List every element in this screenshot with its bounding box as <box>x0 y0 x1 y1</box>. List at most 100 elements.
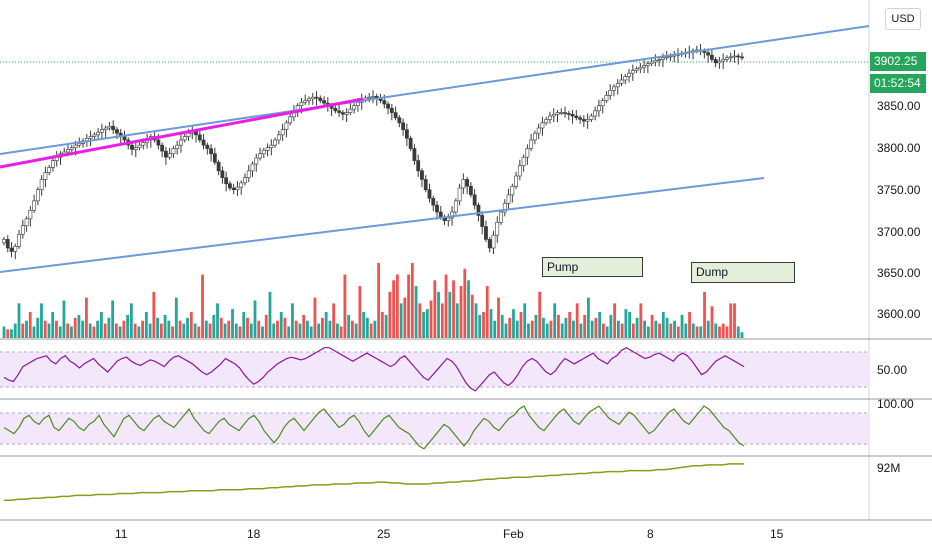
candle-body <box>465 179 470 187</box>
volume-bar <box>17 303 21 338</box>
volume-bar <box>178 320 182 338</box>
volume-bar <box>276 320 279 338</box>
volume-bar <box>452 280 455 338</box>
price-label-3650: 3650.00 <box>877 266 921 280</box>
candle-body <box>401 122 406 131</box>
candle-body <box>721 59 726 62</box>
lower-channel-line[interactable] <box>0 177 765 273</box>
volume-bar <box>380 312 384 338</box>
volume-bar <box>418 303 422 338</box>
candle-body <box>17 233 21 247</box>
rsi-axis-label: 50.00 <box>877 363 907 377</box>
volume-bar <box>377 263 381 338</box>
volume-bar <box>395 274 399 338</box>
volume-bar <box>85 297 88 338</box>
volume-bar <box>58 326 62 338</box>
volume-bar <box>204 320 208 338</box>
candle-body <box>303 100 308 103</box>
candle-body <box>224 177 229 185</box>
candle-body <box>529 139 534 149</box>
volume-bar <box>291 303 294 338</box>
candle-body <box>299 101 304 107</box>
volume-bar <box>10 329 13 338</box>
dump-annotation[interactable]: Dump <box>691 262 795 283</box>
candle-body <box>39 179 44 191</box>
volume-bar <box>725 326 729 338</box>
volume-bar <box>47 323 51 338</box>
volume-bar <box>133 323 137 338</box>
volume-bar <box>482 312 485 338</box>
volume-bar <box>354 323 358 338</box>
candle-body <box>235 186 240 191</box>
volume-bar <box>658 323 661 338</box>
volume-bar <box>736 326 740 338</box>
volume-bar <box>81 320 85 338</box>
candle-body <box>736 55 741 58</box>
vol-axis-label: 92M <box>877 461 900 475</box>
candle-body <box>397 117 402 124</box>
candle-body <box>431 197 436 206</box>
volume-bar <box>635 317 639 338</box>
volume-bar <box>680 314 684 338</box>
candle-body <box>461 179 466 189</box>
volume-bar <box>706 320 710 338</box>
volume-bar <box>699 326 703 338</box>
candle-body <box>73 144 78 149</box>
candle-body <box>661 57 665 60</box>
candle-body <box>141 142 146 146</box>
volume-bar <box>410 263 414 338</box>
candle-body <box>77 143 82 146</box>
candle-body <box>88 136 93 139</box>
candle-body <box>559 112 564 114</box>
last-price-tag: 3902.25 <box>870 52 926 71</box>
candle-body <box>566 113 571 115</box>
volume-bar <box>433 280 437 338</box>
rsi-band <box>0 352 869 387</box>
candle-body <box>446 217 451 221</box>
candle-body <box>517 165 522 177</box>
volume-bar <box>287 326 291 338</box>
volume-bar <box>564 317 568 338</box>
candle-body <box>231 187 236 191</box>
volume-bar <box>695 326 699 338</box>
pump-annotation[interactable]: Pump <box>542 257 643 277</box>
highlight-resistance-line[interactable] <box>0 97 364 169</box>
volume-bar <box>317 323 321 338</box>
currency-button[interactable]: USD <box>885 8 921 30</box>
volume-bar <box>740 332 744 338</box>
candle-body <box>604 95 609 101</box>
volume-bar <box>620 323 624 338</box>
candle-body <box>450 211 454 219</box>
price-label-3600: 3600.00 <box>877 307 921 321</box>
volume-bar <box>343 274 347 338</box>
candle-body <box>111 125 116 131</box>
candle-body <box>69 147 74 150</box>
candle-body <box>92 134 97 137</box>
candle-body <box>472 194 477 206</box>
volume-bar <box>51 312 55 338</box>
volume-bar <box>362 312 366 338</box>
volume-bar <box>332 303 336 338</box>
candle-body <box>13 245 18 252</box>
candle-body <box>137 144 142 149</box>
volume-bar <box>392 280 396 338</box>
candle-body <box>186 132 191 137</box>
volume-bar <box>298 323 302 338</box>
volume-bar <box>455 303 459 338</box>
volume-bar <box>257 320 261 338</box>
volume-bar <box>718 326 721 338</box>
candle-body <box>337 110 342 113</box>
candle-body <box>706 52 711 56</box>
candle-body <box>713 59 718 64</box>
volume-bar <box>601 323 605 338</box>
candle-body <box>457 187 462 202</box>
volume-bar <box>474 303 478 338</box>
volume-bar <box>182 323 186 338</box>
candle-body <box>600 100 605 107</box>
candle-body <box>453 200 458 213</box>
candle-body <box>220 170 225 179</box>
candle-body <box>288 116 293 124</box>
volume-bar <box>73 317 77 338</box>
upper-channel-line[interactable] <box>0 25 870 155</box>
